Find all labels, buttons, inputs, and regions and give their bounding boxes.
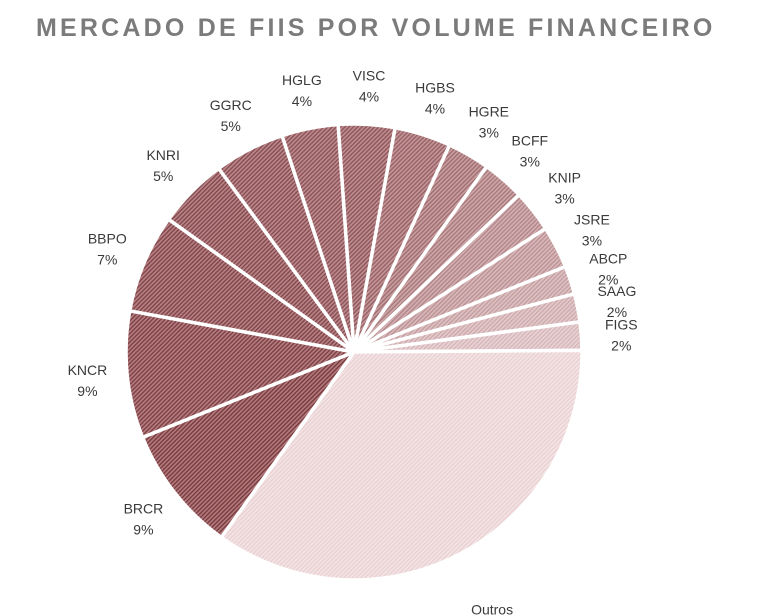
pie-label-knip: KNIP 3% xyxy=(548,169,581,206)
pie-label-name: GGRC xyxy=(210,97,252,113)
pie-label-name: KNCR xyxy=(68,362,108,378)
pie-label-jsre: JSRE 3% xyxy=(574,212,610,249)
pie-label-name: KNIP xyxy=(548,169,581,185)
pie-label-name: Outros xyxy=(471,601,513,616)
pie-label-name: FIGS xyxy=(605,316,638,332)
pie-label-name: BBPO xyxy=(88,230,127,246)
pie-label-value: 3% xyxy=(520,154,540,170)
pie-slices xyxy=(124,122,584,582)
pie-label-value: 4% xyxy=(425,101,445,117)
pie-label-figs: FIGS 2% xyxy=(605,316,638,353)
pie-label-name: BRCR xyxy=(124,501,164,517)
pie-label-name: HGRE xyxy=(469,103,509,119)
pie-label-visc: VISC 4% xyxy=(353,67,386,104)
pie-label-outros: Outros35% xyxy=(471,601,513,616)
pie-labels: VISC 4%HGBS 4% HGRE 3%BCFF 3%KNIP 3%JSRE 3%ABCP… xyxy=(68,67,638,616)
pie-slice-brcr xyxy=(140,350,356,540)
pie-label-ggrc: GGRC 5% xyxy=(210,97,252,134)
pie-label-hgbs: HGBS 4% xyxy=(415,80,455,117)
chart-title: MERCADO DE FIIS POR VOLUME FINANCEIRO xyxy=(36,14,716,42)
pie-slice-hglg xyxy=(280,122,356,354)
pie-label-value: 7% xyxy=(97,251,117,267)
pie-label-knri: KNRI 5% xyxy=(146,147,179,184)
pie-slice-outros xyxy=(219,348,584,582)
pie-label-hgre: HGRE 3% xyxy=(469,103,509,140)
pie-label-kncr: KNCR 9% xyxy=(68,362,108,399)
pie-label-value: 5% xyxy=(153,168,173,184)
pie-label-value: 9% xyxy=(77,383,97,399)
pie-label-name: BCFF xyxy=(512,133,549,149)
pie-label-name: SAAG xyxy=(597,283,636,299)
pie-label-value: 2% xyxy=(607,304,627,320)
pie-label-name: ABCP xyxy=(589,250,627,266)
pie-label-saag: SAAG 2% xyxy=(597,283,636,320)
pie-label-value: 2% xyxy=(598,271,618,287)
pie-label-value: 3% xyxy=(479,124,499,140)
pie-label-value: 9% xyxy=(133,522,153,538)
pie-label-value: 3% xyxy=(554,190,574,206)
pie-label-value: 4% xyxy=(359,88,379,104)
pie-label-name: HGLG xyxy=(282,72,322,88)
pie-label-bcff: BCFF 3% xyxy=(512,133,549,170)
pie-label-bbpo: BBPO 7% xyxy=(88,230,127,267)
pie-label-name: KNRI xyxy=(146,147,179,163)
pie-label-abcp: ABCP 2% xyxy=(589,250,627,287)
pie-label-value: 3% xyxy=(582,233,602,249)
pie-label-name: JSRE xyxy=(574,212,610,228)
pie-label-value: 2% xyxy=(611,337,631,353)
pie-label-name: VISC xyxy=(353,67,386,83)
pie-label-brcr: BRCR 9% xyxy=(124,501,164,538)
pie-label-value: 4% xyxy=(292,93,312,109)
pie-label-hglg: HGLG 4% xyxy=(282,72,322,109)
pie-label-value: 5% xyxy=(221,118,241,134)
pie-label-name: HGBS xyxy=(415,80,455,96)
